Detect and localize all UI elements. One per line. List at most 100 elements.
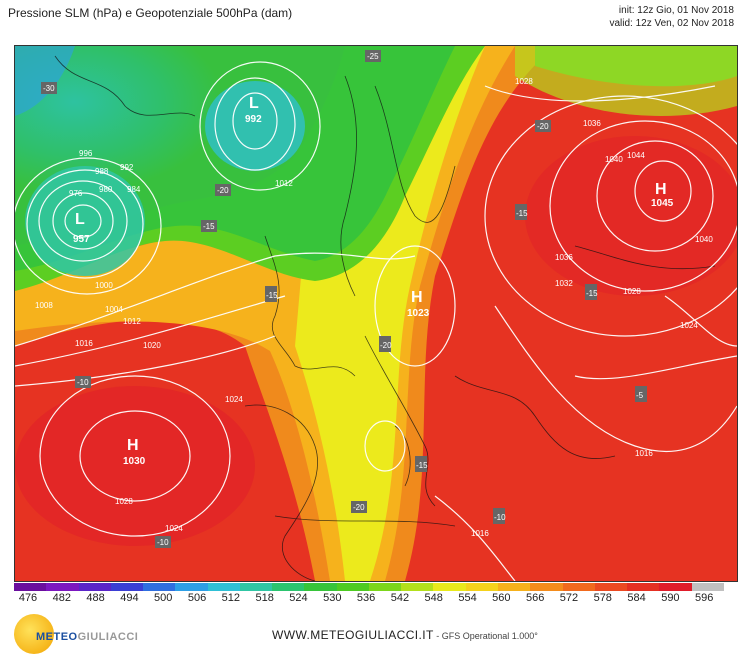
scale-label: 500 [154,592,173,604]
temp-label: -15 [516,209,528,218]
low-center: L [75,211,85,228]
color-scale [14,583,724,591]
isobar-label: 1000 [95,281,113,290]
temp-label: -15 [203,222,215,231]
weather-map: -30 -25 -20 -15 -20 -15 -10 -10 -10 -20 … [14,45,738,582]
logo-meteo: METEO [36,631,78,643]
model-name: - GFS Operational 1.000° [433,631,538,641]
scale-label: 518 [255,592,274,604]
scale-label: 530 [323,592,342,604]
temp-label: -20 [380,341,392,350]
map-title: Pressione SLM (hPa) e Geopotenziale 500h… [8,6,293,20]
scale-label: 572 [559,592,579,604]
isobar-label: 1016 [75,339,93,348]
isobar-label: 988 [95,167,109,176]
scale-swatch [465,583,498,591]
isobar-label: 1028 [115,497,133,506]
meteo-logo-icon [14,614,54,654]
valid-time: valid: 12z Ven, 02 Nov 2018 [609,18,734,29]
isobar-label: 1024 [680,321,698,330]
map-canvas: -30 -25 -20 -15 -20 -15 -10 -10 -10 -20 … [15,46,737,581]
scale-label: 536 [356,592,376,604]
scale-label: 494 [120,592,139,604]
temp-label: -30 [43,84,55,93]
temp-label: -20 [537,122,549,131]
scale-swatch [562,583,595,591]
scale-label: 482 [52,592,71,604]
scale-label: 566 [525,592,545,604]
high-center: H [127,437,139,454]
scale-label: 476 [18,592,38,604]
scale-label: 512 [221,592,241,604]
high-value: 1030 [123,456,146,467]
site-url[interactable]: WWW.METEOGIULIACCI.IT [272,628,434,642]
isobar-label: 1020 [143,341,161,350]
isobar-label: 1004 [105,305,123,314]
scale-swatch [14,583,47,591]
logo-text: METEOGIULIACCI [36,631,138,643]
temp-label: -20 [217,186,229,195]
scale-label: 578 [593,592,612,604]
high-value: 1045 [651,198,674,209]
scale-swatch [272,583,305,591]
scale-swatch [497,583,531,591]
temp-label: -10 [77,378,89,387]
isobar-label: 1036 [583,119,601,128]
isobar-label: 1040 [605,155,623,164]
scale-swatch [530,583,563,591]
scale-label: 488 [86,592,105,604]
scale-swatch [336,583,369,591]
temp-label: -15 [416,461,428,470]
scale-label: 590 [661,592,680,604]
isobar-label: 996 [79,149,93,158]
scale-swatch [594,583,628,591]
isobar-label: 976 [69,189,83,198]
isobar-label: 1036 [555,253,573,262]
init-time: init: 12z Gio, 01 Nov 2018 [618,5,734,16]
isobar-label: 1024 [225,395,243,404]
scale-label: 548 [424,592,443,604]
scale-swatch [175,583,208,591]
isobar-label: 1024 [165,524,183,533]
isobar-label: 1016 [471,529,489,538]
isobar-label: 992 [120,163,134,172]
scale-swatch [659,583,692,591]
scale-swatch [691,583,724,591]
scale-label: 554 [458,592,477,604]
scale-swatch [78,583,111,591]
scale-swatch [433,583,466,591]
scale-label: 596 [695,592,714,604]
isobar-label: 984 [127,185,141,194]
isobar-label: 1028 [623,287,641,296]
low-value: 957 [73,234,90,245]
scale-swatch [46,583,79,591]
logo-giuliacci: GIULIACCI [77,631,139,643]
color-scale-labels: 476 482 488 494 500 506 512 518 524 530 536 542 548 5… [8,592,728,606]
scale-label: 584 [627,592,646,604]
isobar-label: 1032 [555,279,573,288]
scale-swatch [143,583,176,591]
scale-swatch [401,583,434,591]
temp-label: -15 [266,291,278,300]
high-center: H [411,289,423,306]
temp-label: -5 [636,391,644,400]
isobar-label: 1016 [635,449,653,458]
scale-label: 506 [187,592,207,604]
scale-swatch [110,583,144,591]
low-center: L [249,95,259,112]
high-value: 1023 [407,308,430,319]
isobar-label: 1012 [123,317,141,326]
temp-label: -10 [157,538,169,547]
temp-label: -25 [367,52,379,61]
run-info: init: 12z Gio, 01 Nov 2018 valid: 12z Ve… [609,4,734,30]
site-credit[interactable]: WWW.METEOGIULIACCI.IT - GFS Operational … [272,628,538,642]
isobar-label: 1012 [275,179,293,188]
isobar-label: 1028 [515,77,533,86]
scale-label: 560 [492,592,511,604]
isobar-label: 1040 [695,235,713,244]
isobar-label: 1044 [627,151,645,160]
temp-label: -20 [353,503,365,512]
scale-label: 542 [390,592,410,604]
high-center: H [655,181,667,198]
isobar-label: 980 [99,185,113,194]
